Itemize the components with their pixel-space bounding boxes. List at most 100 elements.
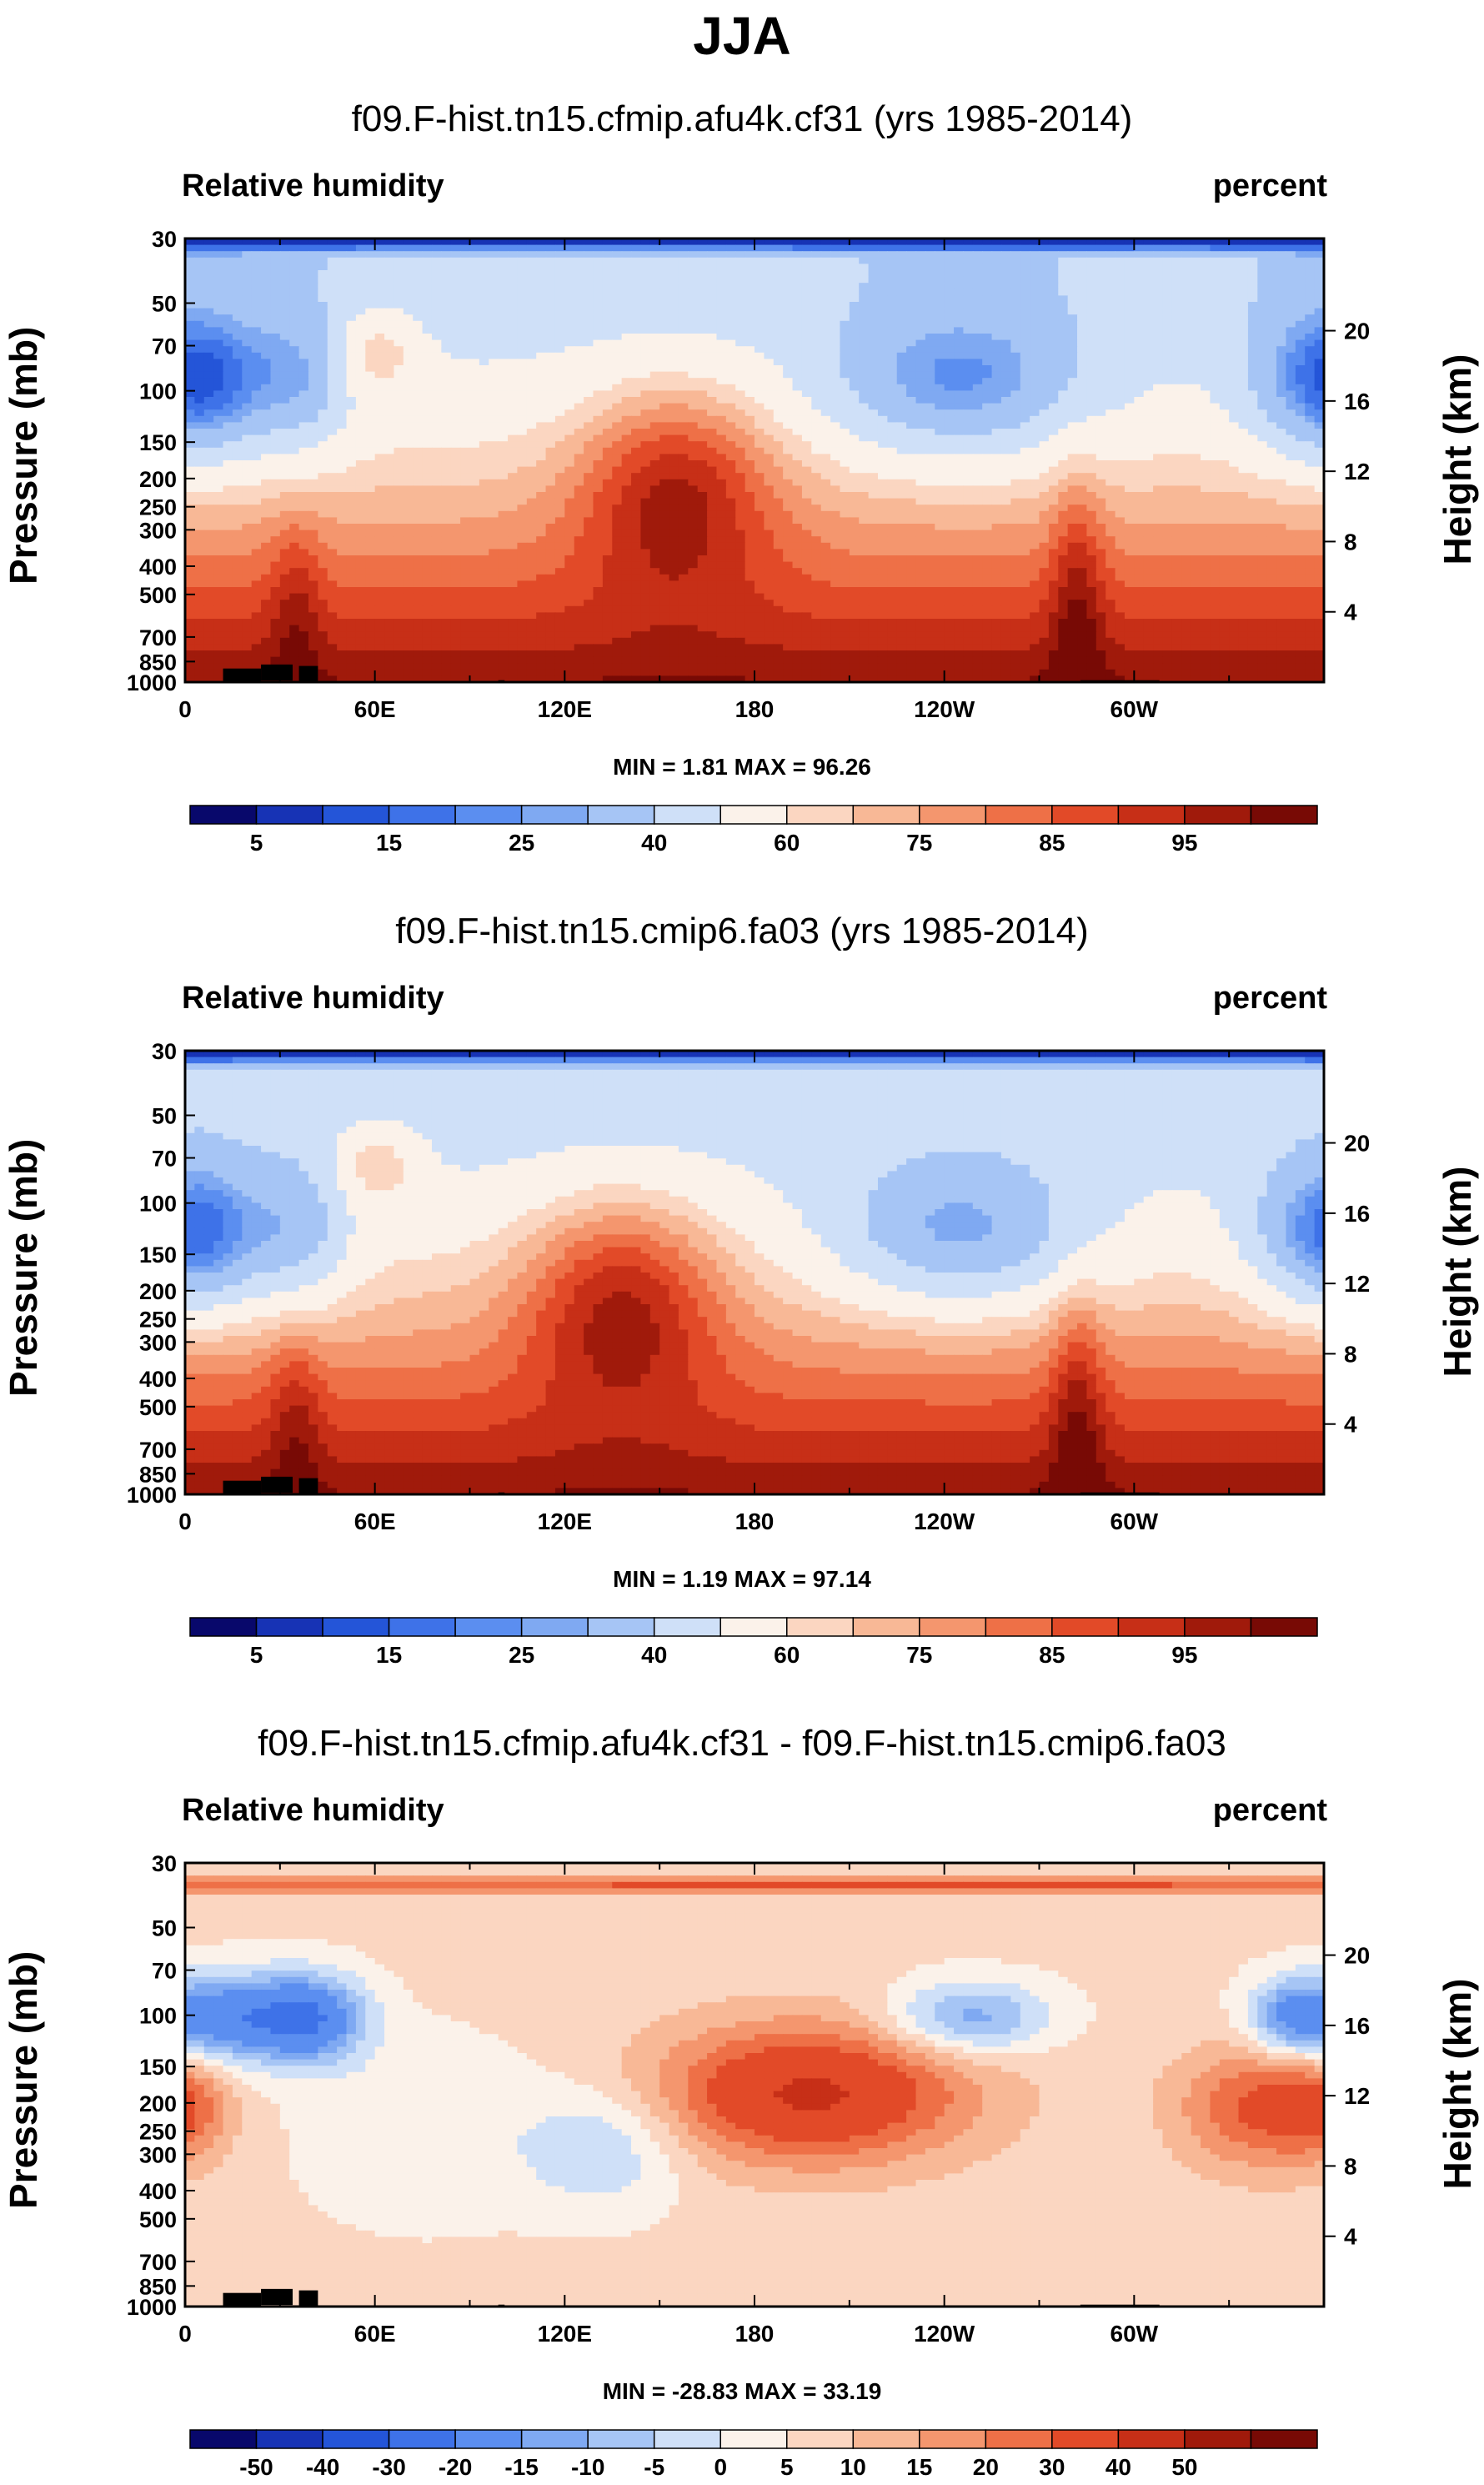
contour-cell [1039,454,1050,461]
contour-cell [1247,365,1258,373]
contour-cell [413,492,424,500]
contour-cell [659,454,670,461]
contour-cell [384,397,395,404]
contour-cell [764,441,775,449]
contour-cell [745,403,755,410]
contour-cell [755,365,765,373]
contour-cell [612,378,623,385]
contour-cell [896,352,907,359]
contour-cell [906,473,917,480]
contour-cell [1201,244,1211,252]
contour-cell [877,334,888,341]
contour-cell [489,434,499,442]
contour-cell [394,397,404,404]
contour-cell [631,422,641,429]
contour-cell [783,276,794,284]
contour-cell [1219,238,1230,246]
contour-cell [887,295,898,303]
contour-cell [279,397,290,404]
contour-cell [337,270,348,278]
contour-cell [1314,270,1325,278]
contour-cell [859,238,870,246]
contour-cell [403,359,414,366]
contour-cell [1305,308,1316,315]
contour-cell [1247,390,1258,398]
contour-cell [1266,447,1277,454]
contour-cell [450,485,461,493]
contour-cell [545,320,556,328]
contour-cell [745,441,755,449]
contour-cell [859,397,870,404]
contour-cell [1030,238,1040,246]
contour-cell [792,492,803,500]
contour-cell [460,314,471,322]
contour-cell [355,415,366,423]
contour-cell [1048,339,1059,347]
contour-cell [270,390,281,398]
contour-cell [944,244,955,252]
contour-cell [279,365,290,373]
contour-cell [1030,320,1040,328]
contour-cell [545,352,556,359]
contour-cell [1314,378,1325,385]
contour-cell [1171,441,1182,449]
contour-cell [517,403,528,410]
contour-cell [441,473,452,480]
contour-cell [811,289,822,296]
contour-cell [413,466,424,474]
contour-cell [413,378,424,385]
contour-cell [1219,422,1230,429]
contour-cell [840,441,850,449]
contour-cell [735,390,746,398]
contour-cell [1181,479,1192,486]
contour-cell [1286,244,1296,252]
contour-cell [868,320,879,328]
contour-cell [1314,327,1325,334]
contour-cell [460,460,471,468]
contour-cell [1039,238,1050,246]
contour-cell [194,365,205,373]
contour-cell [1086,283,1097,290]
contour-cell [584,264,594,271]
contour-cell [1219,365,1230,373]
contour-cell [1295,283,1306,290]
contour-cell [1162,485,1173,493]
contour-cell [327,327,338,334]
contour-cell [1039,346,1050,354]
contour-cell [337,466,348,474]
contour-cell [194,466,205,474]
contour-cell [460,238,471,246]
contour-cell [925,346,935,354]
contour-cell [1162,441,1173,449]
contour-cell [526,334,537,341]
contour-cell [735,371,746,379]
contour-cell [925,244,935,252]
contour-cell [489,314,499,322]
contour-cell [868,339,879,347]
contour-cell [925,295,935,303]
contour-cell [536,434,547,442]
contour-cell [944,422,955,429]
contour-cell [422,441,433,449]
contour-cell [1134,264,1145,271]
contour-cell [469,429,480,436]
contour-cell [1105,276,1116,284]
contour-cell [1305,251,1316,259]
contour-cell [1020,283,1030,290]
contour-cell [1162,479,1173,486]
contour-cell [422,244,433,252]
contour-cell [498,371,509,379]
contour-cell [327,238,338,246]
contour-cell [896,244,907,252]
contour-cell [1181,270,1192,278]
contour-cell [1095,429,1106,436]
contour-cell [697,320,708,328]
contour-cell [279,320,290,328]
contour-cell [1115,334,1126,341]
contour-cell [764,308,775,315]
contour-cell [489,422,499,429]
contour-cell [460,415,471,423]
contour-cell [1191,244,1201,252]
contour-cell [251,409,262,417]
contour-cell [251,473,262,480]
